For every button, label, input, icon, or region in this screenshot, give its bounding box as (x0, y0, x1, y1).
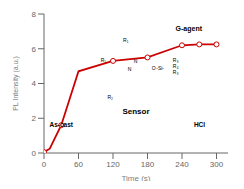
svg-text:0: 0 (32, 149, 37, 158)
svg-text:R₁: R₁ (123, 37, 129, 43)
svg-text:60: 60 (74, 160, 83, 169)
svg-text:O: O (152, 65, 156, 71)
svg-text:R₂: R₂ (107, 94, 113, 100)
svg-text:PL Intensity (a.u.): PL Intensity (a.u.) (12, 56, 20, 111)
svg-text:8: 8 (32, 10, 37, 19)
svg-text:300: 300 (210, 160, 224, 169)
svg-text:Sensor: Sensor (122, 107, 149, 116)
svg-text:0: 0 (42, 160, 47, 169)
svg-text:HCl: HCl (194, 121, 205, 128)
svg-text:R₁: R₁ (101, 57, 107, 63)
svg-text:As-cast: As-cast (50, 121, 74, 128)
svg-text:N: N (134, 58, 138, 64)
svg-text:4: 4 (32, 79, 37, 88)
svg-text:R₄: R₄ (173, 63, 179, 69)
svg-text:180: 180 (141, 160, 155, 169)
svg-text:R₃: R₃ (173, 69, 179, 75)
svg-text:-Si-: -Si- (156, 65, 164, 71)
svg-text:120: 120 (106, 160, 120, 169)
svg-text:G-agent: G-agent (176, 25, 203, 33)
svg-text:240: 240 (175, 160, 189, 169)
svg-text:R₃: R₃ (173, 57, 179, 63)
svg-text:6: 6 (32, 45, 37, 54)
svg-text:Time (s): Time (s) (121, 174, 150, 181)
svg-text:N: N (128, 66, 132, 72)
svg-text:2: 2 (32, 114, 37, 123)
